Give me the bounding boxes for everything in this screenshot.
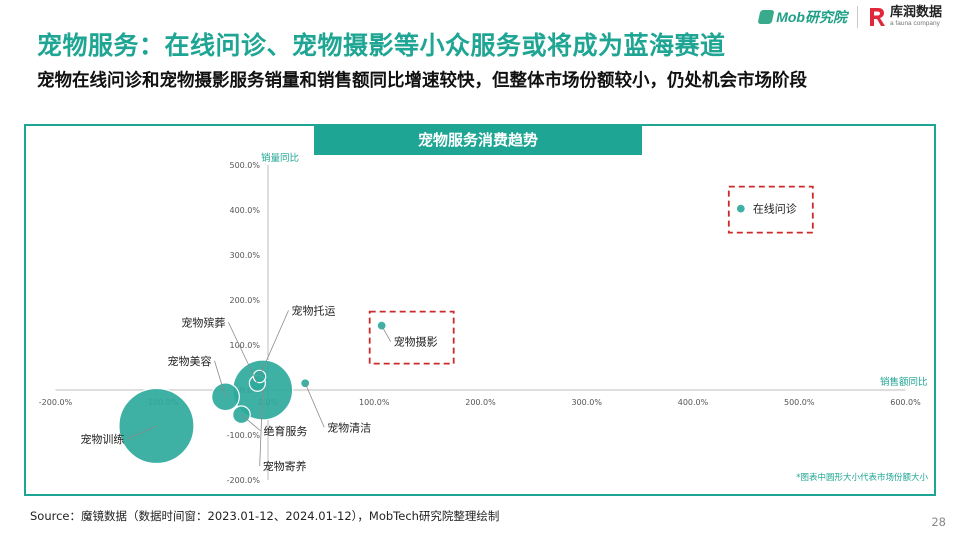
page-title: 宠物服务：在线问诊、宠物摄影等小众服务或将成为蓝海赛道 bbox=[37, 31, 726, 60]
page-number: 28 bbox=[931, 515, 946, 529]
header-logos: Mob研究院 库润数据 a fauna company bbox=[757, 6, 942, 28]
kuliang-logo-text: 库润数据 bbox=[889, 5, 942, 21]
point-label: 宠物摄影 bbox=[394, 335, 438, 349]
leader-line bbox=[214, 360, 226, 397]
point-label: 宠物托运 bbox=[292, 304, 336, 318]
kuliang-logo-icon bbox=[868, 6, 886, 28]
point-label: 绝育服务 bbox=[263, 424, 307, 438]
point-label: 宠物清洁 bbox=[327, 420, 371, 434]
x-tick-label: 500.0% bbox=[784, 398, 815, 407]
leader-line bbox=[127, 425, 157, 440]
bubble-在线问诊 bbox=[735, 203, 746, 214]
leader-line bbox=[259, 310, 289, 377]
point-label: 宠物寄养 bbox=[263, 459, 307, 473]
highlight-box bbox=[368, 310, 455, 365]
y-tick-label: -100.0% bbox=[227, 431, 261, 440]
point-label: 在线问诊 bbox=[753, 202, 797, 216]
logo-divider bbox=[856, 6, 858, 28]
highlight-box bbox=[727, 185, 814, 234]
y-tick-label: 500.0% bbox=[229, 161, 260, 170]
leader-line bbox=[228, 322, 258, 384]
y-tick-label: 100.0% bbox=[229, 341, 260, 350]
mob-logo: Mob研究院 bbox=[757, 7, 847, 27]
kuliang-logo-sub: a fauna company bbox=[889, 20, 940, 28]
leader-line bbox=[304, 383, 325, 428]
y-tick-label: 400.0% bbox=[229, 206, 260, 215]
leader-line bbox=[259, 389, 264, 467]
point-label: 宠物美容 bbox=[168, 354, 212, 368]
x-tick-label: 600.0% bbox=[890, 398, 921, 407]
x-tick-label: -200.0% bbox=[39, 398, 73, 407]
x-tick-label: 300.0% bbox=[571, 398, 602, 407]
x-tick-label: 400.0% bbox=[678, 398, 709, 407]
y-tick-label: -200.0% bbox=[227, 476, 261, 485]
leader-line bbox=[381, 325, 392, 342]
kuliang-logo: 库润数据 a fauna company bbox=[868, 6, 942, 28]
point-label: 宠物殡葬 bbox=[181, 315, 225, 329]
y-tick-label: 300.0% bbox=[229, 251, 260, 260]
point-label: 宠物训练 bbox=[80, 432, 124, 446]
x-axis-title: 销售额同比 bbox=[880, 376, 928, 388]
y-tick-label: 200.0% bbox=[229, 296, 260, 305]
x-tick-label: 200.0% bbox=[465, 398, 496, 407]
leader-line bbox=[241, 414, 261, 432]
source-note: Source：魔镜数据（数据时间窗：2023.01-12、2024.01-12）… bbox=[30, 509, 500, 523]
x-tick-label: 100.0% bbox=[359, 398, 390, 407]
page-subtitle: 宠物在线问诊和宠物摄影服务销量和销售额同比增速较快，但整体市场份额较小，仍处机会… bbox=[37, 71, 807, 91]
chart-note: *图表中圆形大小代表市场份额大小 bbox=[796, 472, 928, 483]
chart-title: 宠物服务消费趋势 bbox=[314, 124, 642, 155]
mob-logo-text: Mob研究院 bbox=[776, 9, 847, 25]
y-axis-title: 销量同比 bbox=[261, 152, 299, 164]
